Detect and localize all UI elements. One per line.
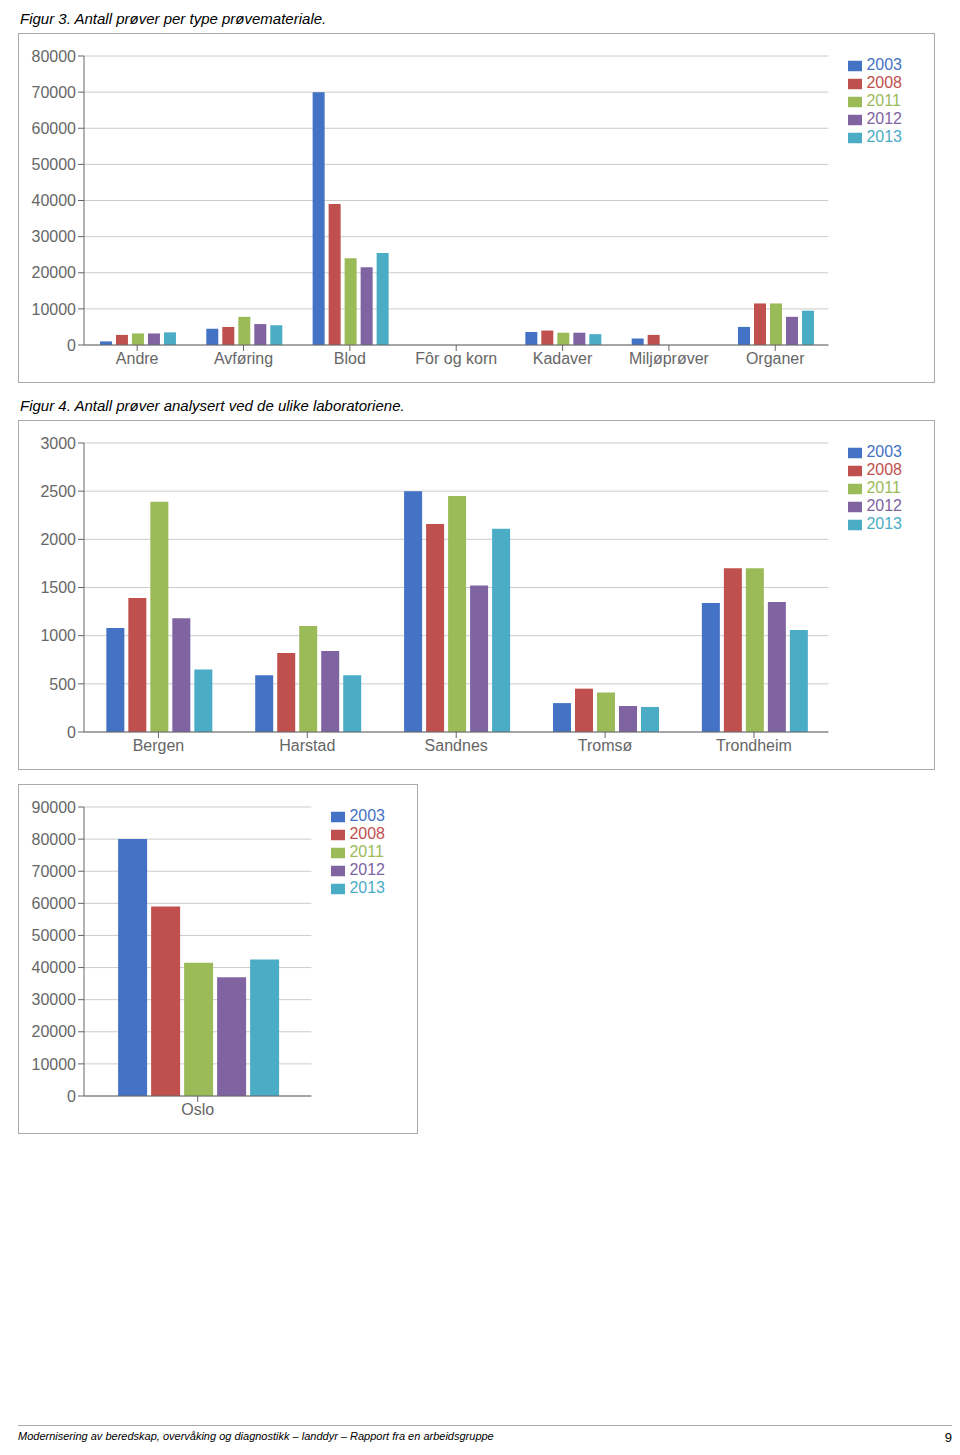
html-text:2008: 2008 [349, 825, 385, 842]
svg-text:Andre: Andre [116, 350, 159, 367]
svg-text:30000: 30000 [32, 228, 77, 245]
svg-text:50000: 50000 [32, 156, 77, 173]
svg-text:10000: 10000 [32, 1056, 77, 1073]
html-text:9: 9 [944, 1430, 952, 1445]
svg-text:Kadaver: Kadaver [533, 350, 593, 367]
html-text:2012: 2012 [349, 861, 385, 878]
html-text:2012: 2012 [866, 110, 902, 127]
svg-text:500: 500 [49, 676, 76, 693]
svg-text:20000: 20000 [32, 1023, 77, 1040]
html-text:Modernisering av beredskap, ov: Modernisering av beredskap, overvåking o… [18, 1430, 494, 1442]
svg-text:Trondheim: Trondheim [716, 737, 792, 754]
html-text:2003: 2003 [866, 443, 902, 460]
svg-text:0: 0 [67, 337, 76, 354]
svg-text:30000: 30000 [32, 991, 77, 1008]
html-text:2012: 2012 [866, 497, 902, 514]
html-text:2011: 2011 [349, 843, 384, 860]
svg-text:Miljøprøver: Miljøprøver [629, 350, 710, 367]
svg-text:40000: 40000 [32, 192, 77, 209]
svg-text:Blod: Blod [334, 350, 366, 367]
svg-text:70000: 70000 [32, 84, 77, 101]
html-text:Figur 3. Antall prøver per typ: Figur 3. Antall prøver per type prøvemat… [20, 10, 327, 27]
html-text:2011: 2011 [866, 92, 901, 109]
html-text:2003: 2003 [866, 56, 902, 73]
html-text:2008: 2008 [866, 74, 902, 91]
svg-text:Harstad: Harstad [279, 737, 335, 754]
svg-text:80000: 80000 [32, 831, 77, 848]
svg-text:60000: 60000 [32, 120, 77, 137]
svg-text:80000: 80000 [32, 48, 77, 65]
html-text:2011: 2011 [866, 479, 901, 496]
svg-text:Fôr og korn: Fôr og korn [415, 350, 497, 367]
svg-text:Bergen: Bergen [133, 737, 185, 754]
html-text:2008: 2008 [866, 461, 902, 478]
svg-text:0: 0 [67, 1088, 76, 1105]
svg-text:90000: 90000 [32, 799, 77, 816]
html-text:Figur 4. Antall prøver analyse: Figur 4. Antall prøver analysert ved de … [20, 397, 405, 414]
svg-text:Sandnes: Sandnes [425, 737, 488, 754]
svg-text:0: 0 [67, 724, 76, 741]
svg-text:60000: 60000 [32, 895, 77, 912]
svg-text:Avføring: Avføring [214, 350, 273, 367]
svg-text:2000: 2000 [40, 531, 76, 548]
svg-text:20000: 20000 [32, 264, 77, 281]
svg-text:40000: 40000 [32, 959, 77, 976]
svg-text:50000: 50000 [32, 927, 77, 944]
svg-text:3000: 3000 [40, 435, 76, 452]
html-text:2003: 2003 [349, 807, 385, 824]
svg-text:70000: 70000 [32, 863, 77, 880]
html-text:2013: 2013 [349, 879, 385, 896]
html-text:2013: 2013 [866, 515, 902, 532]
svg-text:2500: 2500 [40, 483, 76, 500]
svg-text:Organer: Organer [746, 350, 805, 367]
svg-text:1500: 1500 [40, 579, 76, 596]
svg-text:1000: 1000 [40, 627, 76, 644]
svg-text:Oslo: Oslo [181, 1101, 214, 1118]
svg-text:10000: 10000 [32, 301, 77, 318]
svg-text:Tromsø: Tromsø [578, 737, 633, 754]
html-text:2013: 2013 [866, 128, 902, 145]
